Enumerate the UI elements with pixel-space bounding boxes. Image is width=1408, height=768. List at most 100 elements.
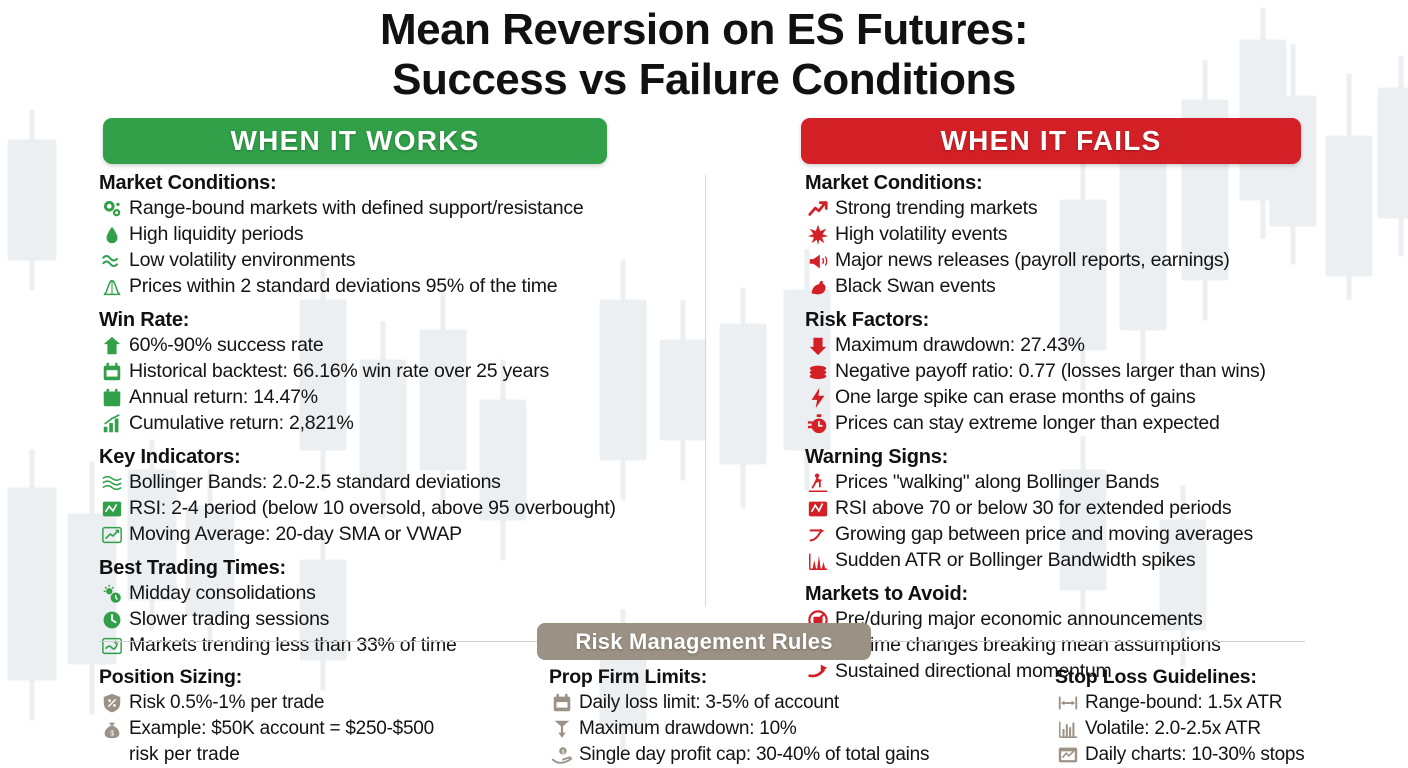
list-item-label: Volatile: 2.0-2.5x ATR: [1085, 718, 1261, 739]
list-item: Bollinger Bands: 2.0-2.5 standard deviat…: [99, 470, 699, 496]
bell-curve-icon: [99, 274, 125, 300]
list-item-label: Risk 0.5%-1% per trade: [129, 692, 325, 713]
group-market-conditions: Market Conditions: Strong trending market…: [805, 172, 1395, 300]
column-divider: [705, 175, 706, 607]
group-warning-signs: Warning Signs: Prices "walking" along Bol…: [805, 446, 1395, 574]
svg-text:$: $: [561, 750, 564, 756]
money-bag-icon: $: [99, 716, 125, 742]
list-item-label: Historical backtest: 66.16% win rate ove…: [129, 360, 549, 382]
list-item: Negative payoff ratio: 0.77 (losses larg…: [805, 359, 1395, 385]
list-item-label: Cumulative return: 2,821%: [129, 412, 354, 434]
group-item-list: Prices "walking" along Bollinger Bands RS…: [805, 470, 1395, 574]
group-market-conditions: Market Conditions: Range-bound markets wi…: [99, 172, 699, 300]
group-win-rate: Win Rate: 60%-90% success rate Historical …: [99, 309, 699, 437]
list-item-label: Single day profit cap: 30-40% of total g…: [579, 744, 930, 765]
list-item: Black Swan events: [805, 274, 1395, 300]
list-item-label: 60%-90% success rate: [129, 334, 324, 356]
wave-icon: [99, 248, 125, 274]
group-key-indicators: Key Indicators: Bollinger Bands: 2.0-2.5 …: [99, 446, 699, 548]
coins-down-icon: [805, 359, 831, 385]
list-item: Maximum drawdown: 27.43%: [805, 333, 1395, 359]
list-item-label: Low volatility environments: [129, 249, 356, 271]
list-item-continuation: risk per trade: [129, 744, 240, 765]
column-when-it-fails: Market Conditions: Strong trending market…: [805, 172, 1395, 694]
list-item-label: Daily loss limit: 3-5% of account: [579, 692, 839, 713]
list-item: High liquidity periods: [99, 222, 699, 248]
list-item: High volatility events: [805, 222, 1395, 248]
list-item: Range-bound: 1.5x ATR: [1055, 690, 1405, 716]
list-item: Sustained directional momentum: [805, 659, 1395, 685]
banner-when-it-fails: WHEN IT FAILS: [801, 118, 1301, 164]
clock-icon: [99, 607, 125, 633]
group-heading: Key Indicators:: [99, 446, 241, 468]
bottom-item-list: Risk 0.5%-1% per trade $ Example: $50K acc…: [99, 690, 539, 742]
list-item: RSI: 2-4 period (below 10 oversold, abov…: [99, 496, 699, 522]
burst-icon: [805, 222, 831, 248]
svg-text:$: $: [110, 728, 114, 737]
group-risk-factors: Risk Factors: Maximum drawdown: 27.43% Neg…: [805, 309, 1395, 437]
drawdown-arrow-icon: [549, 716, 575, 742]
list-item: Cumulative return: 2,821%: [99, 411, 699, 437]
bottom-group-heading: Position Sizing:: [99, 666, 243, 688]
calendar-history-icon: [99, 359, 125, 385]
hand-coin-icon: $: [549, 742, 575, 768]
list-item: Sudden ATR or Bollinger Bandwidth spikes: [805, 548, 1395, 574]
list-item-label: Range-bound markets with defined support…: [129, 197, 584, 219]
list-item: Volatile: 2.0-2.5x ATR: [1055, 716, 1405, 742]
line-chart-up-icon: [99, 522, 125, 548]
volatility-bars-icon: [1055, 716, 1081, 742]
list-item-label: Sudden ATR or Bollinger Bandwidth spikes: [835, 549, 1196, 571]
list-item-label: Daily charts: 10-30% stops: [1085, 744, 1305, 765]
list-item-label: Negative payoff ratio: 0.77 (losses larg…: [835, 360, 1266, 382]
shield-percent-icon: [99, 690, 125, 716]
title-line-1: Mean Reversion on ES Futures:: [379, 5, 1029, 54]
list-item-label: Example: $50K account = $250-$500: [129, 718, 434, 739]
bar-chart-up-icon: [99, 411, 125, 437]
list-item-label: Strong trending markets: [835, 197, 1038, 219]
page-title: Mean Reversion on ES Futures: Success vs…: [0, 0, 1408, 102]
bollinger-bands-icon: [99, 470, 125, 496]
list-item: $ Single day profit cap: 30-40% of total …: [549, 742, 1029, 768]
list-item: Strong trending markets: [805, 196, 1395, 222]
list-item: Growing gap between price and moving ave…: [805, 522, 1395, 548]
list-item: Annual return: 14.47%: [99, 385, 699, 411]
list-item-label: One large spike can erase months of gain…: [835, 386, 1196, 408]
bottom-group-heading: Stop Loss Guidelines:: [1055, 666, 1257, 688]
bottom-item-list: Daily loss limit: 3-5% of account Maximum…: [549, 690, 1029, 768]
group-item-list: Bollinger Bands: 2.0-2.5 standard deviat…: [99, 470, 699, 548]
down-arrow-drawdown-icon: [805, 333, 831, 359]
banner-when-it-works: WHEN IT WORKS: [103, 118, 607, 164]
list-item-label: Growing gap between price and moving ave…: [835, 523, 1254, 545]
list-item-label: Prices "walking" along Bollinger Bands: [835, 471, 1160, 493]
megaphone-icon: [805, 248, 831, 274]
rsi-chart-icon: [99, 496, 125, 522]
list-item-label: RSI: 2-4 period (below 10 oversold, abov…: [129, 497, 616, 519]
calendar-loss-icon: [549, 690, 575, 716]
daily-chart-icon: [1055, 742, 1081, 768]
list-item-label: Sustained directional momentum: [835, 660, 1112, 682]
lightning-bolt-icon: [805, 385, 831, 411]
title-line-2: Success vs Failure Conditions: [392, 55, 1016, 104]
atr-spike-icon: [805, 548, 831, 574]
list-item: Regime changes breaking mean assumptions: [805, 633, 1395, 659]
group-item-list: Strong trending markets High volatility e…: [805, 196, 1395, 300]
list-item-label: Regime changes breaking mean assumptions: [835, 634, 1221, 656]
bottom-column-position-sizing: Position Sizing: Risk 0.5%-1% per trade $ E…: [99, 666, 539, 767]
list-item-label: Slower trading sessions: [129, 608, 330, 630]
list-item-label: High liquidity periods: [129, 223, 304, 245]
droplet-icon: [99, 222, 125, 248]
list-item: Pre/during major economic announcements: [805, 607, 1395, 633]
risk-management-pill: Risk Management Rules: [537, 623, 871, 660]
group-heading: Win Rate:: [99, 309, 190, 331]
list-item: Historical backtest: 66.16% win rate ove…: [99, 359, 699, 385]
group-item-list: Range-bound markets with defined support…: [99, 196, 699, 300]
group-heading: Markets to Avoid:: [805, 583, 968, 605]
section-banners: WHEN IT WORKS WHEN IT FAILS: [0, 118, 1408, 166]
list-item-label: Black Swan events: [835, 275, 996, 297]
group-heading: Risk Factors:: [805, 309, 930, 331]
diverging-gap-icon: [805, 522, 831, 548]
list-item: Risk 0.5%-1% per trade: [99, 690, 539, 716]
list-item-label: High volatility events: [835, 223, 1008, 245]
bottom-item-list: Range-bound: 1.5x ATR Volatile: 2.0-2.5x …: [1055, 690, 1405, 768]
